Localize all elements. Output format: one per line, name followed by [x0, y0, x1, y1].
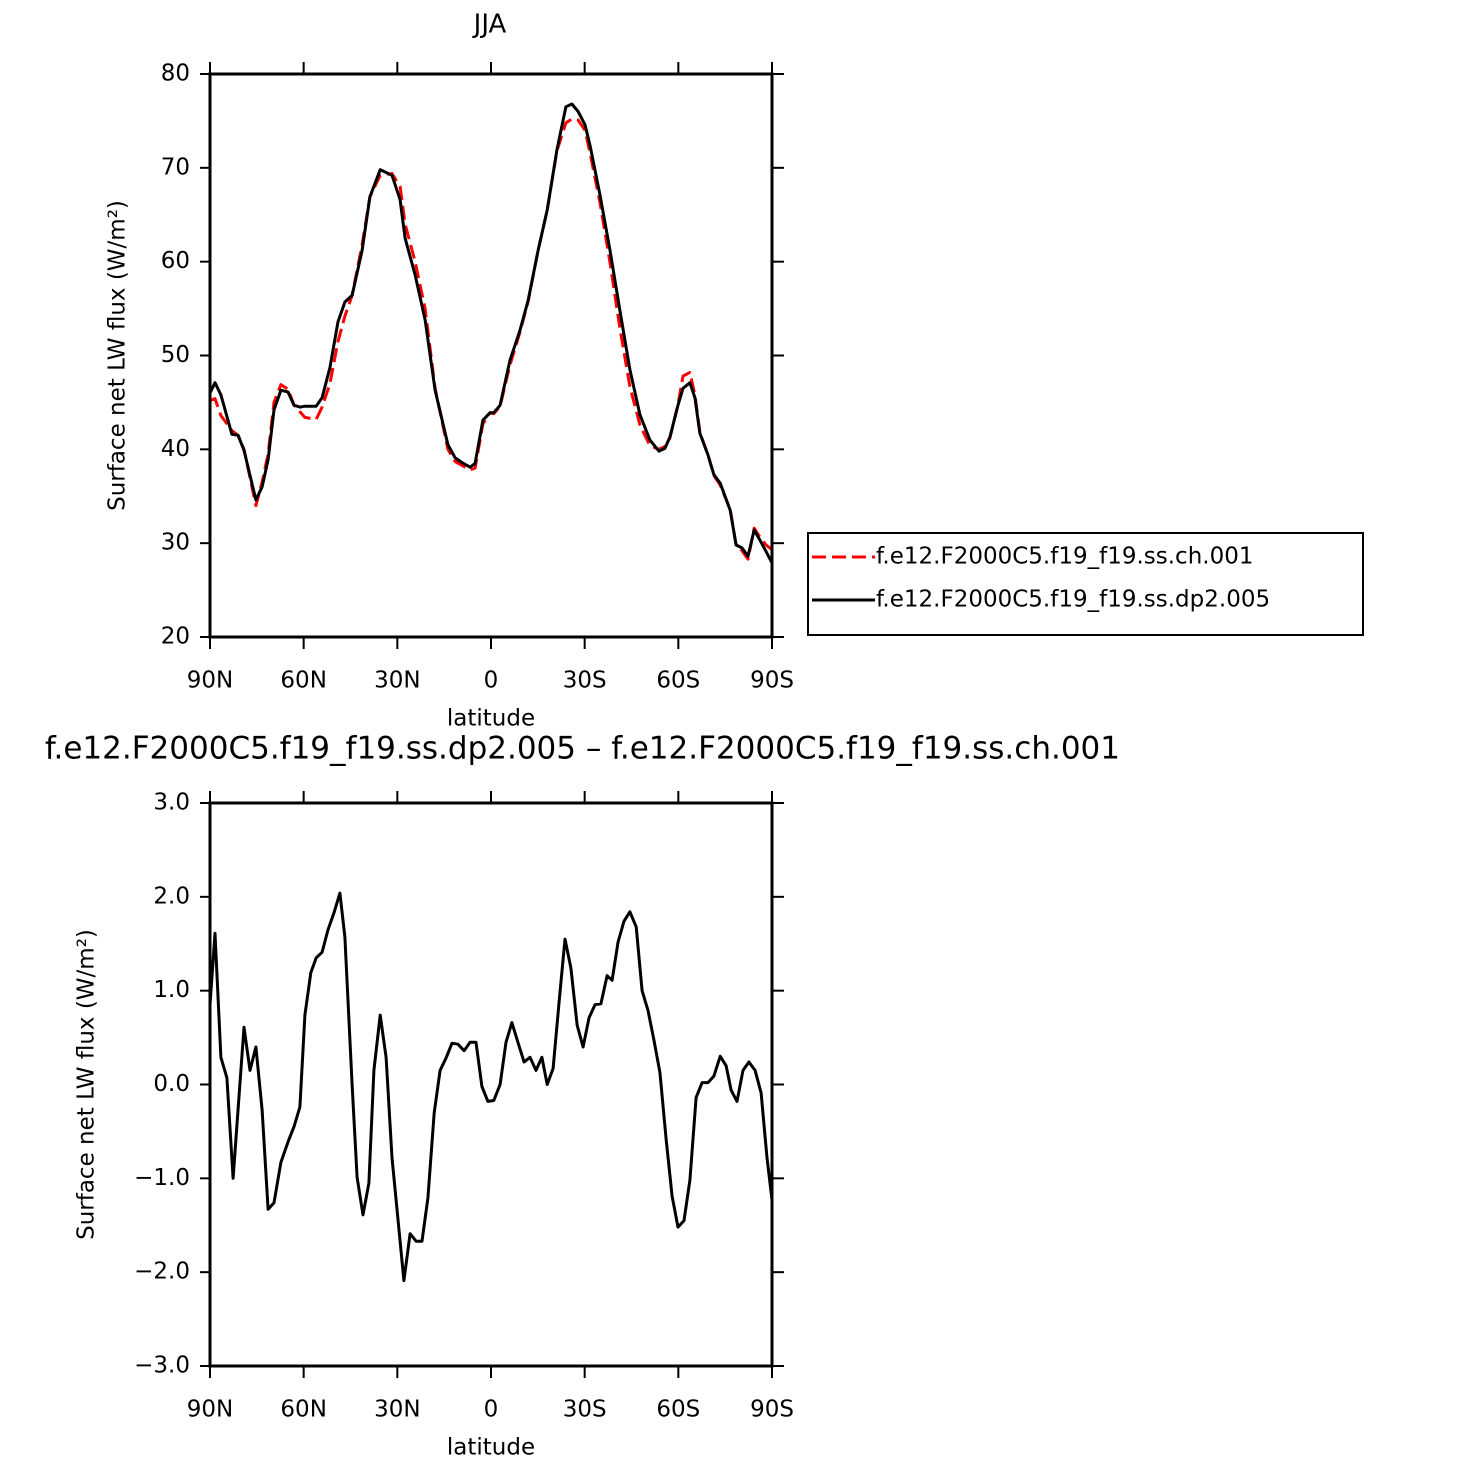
x-tick-label: 90S — [750, 668, 794, 694]
x-tick-label: 30N — [374, 1397, 420, 1423]
x-axis-label: latitude — [447, 706, 535, 732]
x-tick-label: 30S — [563, 668, 607, 694]
chart-title: JJA — [472, 10, 507, 40]
y-tick-label: 3.0 — [153, 790, 190, 816]
y-tick-label: 2.0 — [153, 883, 190, 909]
x-tick-label: 0 — [484, 668, 499, 694]
data-line — [208, 891, 774, 1283]
legend-box — [807, 532, 1364, 636]
y-tick-label: 30 — [161, 530, 190, 556]
x-tick-label: 60S — [656, 1397, 700, 1423]
y-tick-label: 0.0 — [153, 1071, 190, 1097]
x-tick-label: 90S — [750, 1397, 794, 1423]
legend-label: f.e12.F2000C5.f19_f19.ss.dp2.005 — [876, 587, 1270, 613]
x-tick-label: 30S — [563, 1397, 607, 1423]
x-tick-label: 60S — [656, 668, 700, 694]
y-tick-label: 60 — [161, 248, 190, 274]
y-tick-label: 40 — [161, 436, 190, 462]
x-tick-label: 60N — [280, 1397, 326, 1423]
y-tick-label: 20 — [161, 624, 190, 650]
x-axis-label: latitude — [447, 1435, 535, 1461]
x-tick-label: 90N — [187, 1397, 233, 1423]
x-tick-label: 90N — [187, 668, 233, 694]
x-tick-label: 30N — [374, 668, 420, 694]
y-tick-label: 70 — [161, 154, 190, 180]
y-tick-label: 80 — [161, 61, 190, 87]
plot-frame — [208, 801, 774, 1368]
x-tick-label: 0 — [484, 1397, 499, 1423]
y-axis-label: Surface net LW flux (W/m²) — [74, 929, 100, 1240]
y-tick-label: −1.0 — [134, 1165, 190, 1191]
legend-label: f.e12.F2000C5.f19_f19.ss.ch.001 — [876, 544, 1253, 570]
y-tick-label: 1.0 — [153, 977, 190, 1003]
y-axis-label: Surface net LW flux (W/m²) — [105, 200, 131, 511]
y-tick-label: −3.0 — [134, 1353, 190, 1379]
plot-frame — [208, 72, 774, 639]
data-line — [209, 117, 773, 561]
y-tick-label: −2.0 — [134, 1259, 190, 1285]
data-line — [208, 102, 774, 564]
chart-title: f.e12.F2000C5.f19_f19.ss.dp2.005 – f.e12… — [45, 731, 1120, 767]
y-tick-label: 50 — [161, 342, 190, 368]
x-tick-label: 60N — [280, 668, 326, 694]
